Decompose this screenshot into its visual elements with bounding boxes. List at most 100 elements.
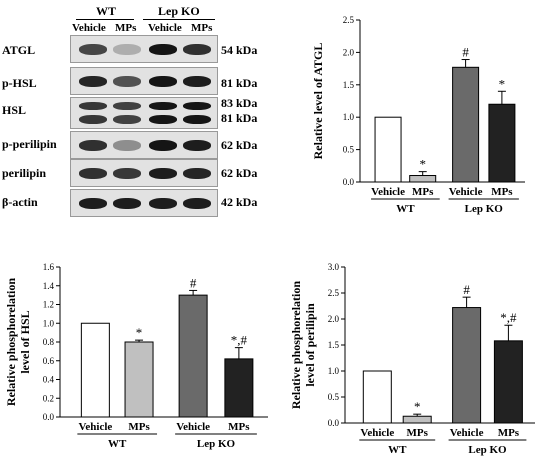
protein-label: p-perilipin (2, 137, 57, 151)
y-axis-label-line: level of HSL (18, 310, 32, 373)
bar (178, 294, 208, 418)
x-category-label: MPs (407, 427, 429, 439)
blot-band (183, 102, 211, 110)
y-tick-label: 0.6 (43, 356, 55, 366)
blot-strip-pperilipin (70, 131, 218, 159)
y-tick-label: 2.0 (343, 47, 355, 57)
y-axis-label: Relative phosphorelationlevel of perilip… (289, 281, 317, 409)
kda-marker: 62 kDa (221, 166, 258, 180)
protein-label: perilipin (2, 166, 47, 180)
blot-band (79, 115, 107, 124)
blot-band (149, 167, 177, 179)
blot-band (113, 139, 141, 151)
chart-perilipin: 0.0 0.5 1.0 1.5 2.0 2.5 3.0 Relative phosphorel… (289, 262, 535, 456)
significance-annotation: *,# (500, 310, 517, 325)
blot-band (113, 115, 141, 124)
significance-annotation: * (499, 76, 506, 91)
chart-atgl: 0.0 0.5 1.0 1.5 2.0 2.5 Relative level of ATGL… (311, 15, 525, 215)
y-tick-label: 3.0 (328, 262, 340, 272)
x-category-label: Vehicle (449, 186, 483, 198)
x-category-label: MPs (491, 186, 513, 198)
blot-band (149, 75, 177, 87)
blot-band (113, 102, 141, 110)
kda-marker: 62 kDa (221, 138, 258, 152)
y-tick-label: 0.8 (43, 337, 55, 347)
bar (362, 370, 392, 424)
bar (493, 340, 523, 424)
y-tick-label: 1.5 (343, 80, 355, 90)
bar (409, 175, 437, 183)
significance-annotation: *,# (231, 333, 248, 348)
lane-header: Vehicle (148, 22, 182, 34)
blot-band (183, 197, 211, 209)
y-tick-label: 1.2 (43, 300, 54, 310)
blot-band (149, 139, 177, 151)
kda-marker: 42 kDa (221, 195, 258, 209)
blot-band (79, 197, 107, 209)
bar (80, 322, 110, 418)
blot-band (183, 75, 211, 87)
x-category-label: Vehicle (176, 421, 210, 433)
blot-band (113, 75, 141, 87)
y-axis-label-line: Relative phosphorelation (289, 281, 303, 409)
x-category-label: MPs (412, 186, 434, 198)
blot-band (79, 43, 107, 55)
y-tick-label: 1.0 (328, 366, 340, 376)
significance-annotation: # (190, 275, 197, 290)
blot-band (79, 167, 107, 179)
y-tick-label: 0.5 (343, 145, 355, 155)
blot-strip-bactin (70, 189, 218, 217)
blot-band (149, 43, 177, 55)
y-tick-label: 0.5 (328, 392, 340, 402)
group-underline-lepko (143, 19, 215, 20)
y-tick-label: 1.5 (328, 340, 340, 350)
x-category-label: Vehicle (360, 427, 394, 439)
chart-hsl: 0.0 0.2 0.4 0.6 0.8 1.0 1.2 1.4 1.6 Relative phos… (4, 262, 268, 450)
protein-label: HSL (2, 103, 27, 117)
x-category-label: MPs (498, 427, 520, 439)
group-label: Lep KO (197, 438, 236, 450)
bar (452, 307, 482, 424)
y-tick-label: 2.5 (328, 288, 340, 298)
y-tick-label: 1.4 (43, 281, 55, 291)
lane-header: MPs (115, 22, 137, 34)
group-header-lepko: Lep KO (158, 4, 200, 18)
y-tick-label: 2.0 (328, 314, 340, 324)
group-underline-wt (76, 19, 134, 20)
y-tick-label: 1.0 (43, 318, 55, 328)
y-tick-label: 0.4 (43, 375, 55, 385)
blot-band (113, 167, 141, 179)
bar (488, 103, 516, 183)
significance-annotation: # (463, 282, 470, 297)
blot-band (183, 139, 211, 151)
bar (402, 415, 432, 424)
blot-band (79, 102, 107, 110)
bar (224, 358, 254, 418)
group-label: Lep KO (468, 444, 507, 456)
blot-band (149, 102, 177, 110)
y-tick-label: 1.6 (43, 262, 55, 272)
y-tick-label: 0.0 (328, 418, 340, 428)
protein-label: ATGL (2, 43, 36, 57)
y-axis-label: Relative level of ATGL (311, 43, 325, 160)
blot-band (79, 139, 107, 151)
protein-label: β-actin (2, 195, 38, 209)
x-category-label: Vehicle (78, 421, 112, 433)
bar (374, 116, 402, 183)
significance-annotation: # (462, 45, 469, 60)
blot-band (183, 43, 211, 55)
blot-band (113, 197, 141, 209)
y-tick-label: 0.0 (343, 177, 355, 187)
blot-band (149, 197, 177, 209)
y-tick-label: 1.0 (343, 112, 355, 122)
significance-annotation: * (414, 399, 421, 414)
group-label: Lep KO (465, 203, 504, 215)
x-category-label: Vehicle (450, 427, 484, 439)
y-axis-label-line: Relative phosphorelation (4, 278, 18, 406)
x-category-label: Vehicle (371, 186, 405, 198)
x-category-label: MPs (128, 421, 150, 433)
blot-band (183, 115, 211, 124)
bar (452, 66, 480, 183)
y-axis-label-line: level of perilipin (303, 303, 317, 387)
group-label: WT (108, 438, 127, 450)
